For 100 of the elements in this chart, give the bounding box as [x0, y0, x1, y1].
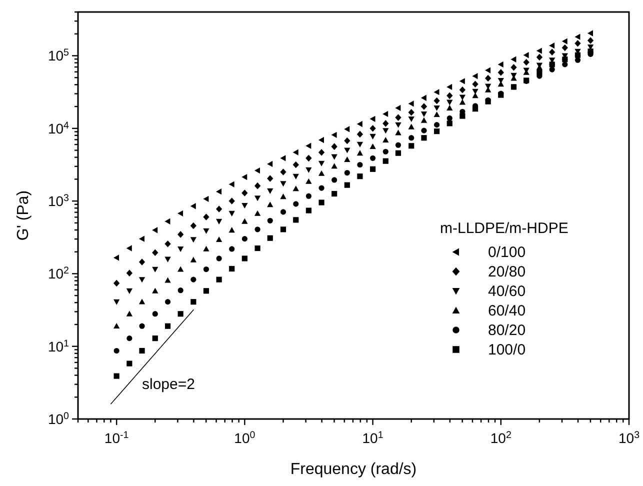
point [484, 74, 492, 82]
point [164, 240, 171, 248]
point [357, 174, 363, 180]
point [472, 92, 478, 98]
point [382, 148, 388, 154]
point [395, 104, 401, 112]
point [138, 277, 146, 283]
point [574, 40, 581, 47]
point [203, 196, 209, 202]
point [472, 88, 478, 94]
point [484, 67, 491, 74]
point [331, 154, 338, 160]
point [113, 299, 120, 305]
point [459, 86, 466, 94]
point [267, 235, 273, 241]
point [382, 128, 389, 134]
point [318, 160, 325, 166]
point [190, 256, 196, 262]
point [216, 276, 222, 282]
point [164, 277, 171, 283]
point [164, 218, 170, 224]
point [152, 311, 158, 317]
point [280, 226, 286, 232]
point [228, 198, 235, 204]
point [126, 245, 132, 252]
point [242, 190, 248, 196]
point [318, 185, 324, 191]
point [434, 89, 440, 96]
point [254, 167, 260, 174]
point [280, 168, 286, 176]
point [434, 106, 440, 112]
point [536, 48, 542, 54]
y-tick-label: 10$^{1}$ [48, 338, 69, 354]
point [459, 94, 466, 100]
point [178, 246, 184, 252]
point [356, 150, 364, 156]
point [267, 218, 273, 224]
point [138, 236, 144, 242]
point [254, 210, 261, 216]
point [356, 120, 362, 128]
point [228, 181, 234, 188]
point [254, 245, 260, 252]
point [114, 348, 120, 354]
point [420, 94, 426, 101]
point [242, 256, 248, 262]
point [254, 226, 260, 232]
point [138, 298, 146, 304]
point [395, 150, 402, 156]
legend-label: 0/100 [488, 244, 526, 261]
point [370, 116, 376, 122]
point [498, 61, 504, 68]
point [267, 175, 274, 182]
point [382, 120, 389, 127]
legend-label: 40/60 [488, 283, 526, 300]
x-tick-label: 10$^{3}$ [618, 430, 640, 446]
point [203, 266, 210, 272]
point [472, 106, 478, 112]
point [549, 66, 555, 72]
point [549, 42, 555, 49]
point [344, 137, 350, 144]
point [164, 323, 171, 329]
point [113, 280, 120, 287]
point [344, 182, 350, 188]
point [228, 227, 235, 233]
point [434, 122, 440, 128]
point [280, 181, 286, 187]
point [178, 266, 184, 272]
y-tick-label: 10$^{0}$ [48, 410, 70, 427]
point [114, 373, 120, 379]
point [331, 132, 337, 138]
point [356, 130, 364, 138]
point [562, 56, 568, 62]
point [434, 128, 440, 134]
point [139, 323, 145, 329]
point [126, 360, 132, 366]
point [344, 156, 350, 162]
point [164, 256, 171, 262]
point [113, 323, 120, 329]
point [216, 188, 222, 195]
point [242, 174, 248, 180]
point [395, 130, 402, 136]
point [292, 186, 299, 192]
point [420, 111, 428, 118]
point [318, 200, 324, 206]
point [434, 97, 440, 104]
point [587, 30, 594, 36]
point [549, 62, 555, 68]
point [126, 310, 133, 316]
legend-label: 60/40 [488, 302, 526, 320]
point [446, 115, 452, 122]
point [382, 158, 388, 164]
point [306, 178, 312, 184]
point [190, 299, 196, 305]
y-tick-label: 10$^{3}$ [48, 192, 70, 210]
point [446, 84, 452, 90]
legend-label: 20/80 [488, 264, 526, 280]
point [523, 58, 530, 66]
point [152, 266, 158, 272]
point [536, 54, 543, 61]
point [446, 104, 453, 110]
